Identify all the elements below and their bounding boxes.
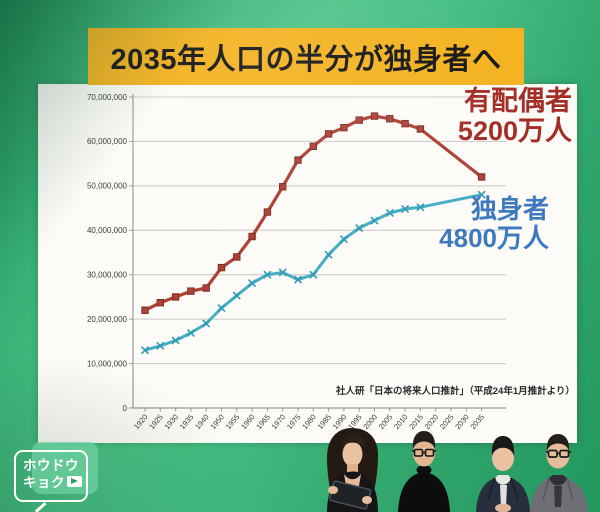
x-tick-label: 1965 bbox=[254, 413, 272, 432]
x-tick-label: 1990 bbox=[331, 413, 349, 432]
y-tick-label: 20,000,000 bbox=[87, 315, 128, 324]
y-tick-label: 30,000,000 bbox=[87, 271, 128, 280]
marker-square bbox=[416, 125, 425, 133]
married-annotation: 有配偶者 5200万人 bbox=[430, 86, 572, 146]
x-tick-label: 2015 bbox=[407, 413, 425, 432]
y-tick-label: 10,000,000 bbox=[87, 359, 128, 368]
marker-square bbox=[355, 116, 363, 124]
x-tick-label: 1980 bbox=[300, 413, 318, 432]
x-tick-label: 1985 bbox=[316, 413, 334, 432]
marker-x bbox=[156, 341, 165, 350]
marker-square bbox=[171, 293, 180, 301]
x-tick-label: 1935 bbox=[178, 413, 196, 432]
marker-x bbox=[309, 270, 318, 279]
headline-title: 2035年人口の半分が独身者へ bbox=[110, 43, 502, 76]
marker-square bbox=[141, 306, 149, 314]
glasses-icon bbox=[411, 448, 437, 457]
marker-x bbox=[370, 216, 379, 225]
marker-x bbox=[171, 336, 180, 345]
marker-x bbox=[293, 275, 303, 284]
x-tick-label: 2010 bbox=[392, 413, 410, 432]
headline-banner: 2035年人口の半分が独身者へ bbox=[88, 28, 524, 85]
logo-text-line2: キョク bbox=[23, 475, 65, 490]
video-camera-icon bbox=[67, 475, 82, 487]
marker-x bbox=[217, 303, 226, 313]
y-tick-label: 50,000,000 bbox=[87, 182, 128, 191]
x-tick-label: 1930 bbox=[163, 413, 181, 432]
marker-x bbox=[416, 203, 425, 212]
x-tick-label: 1960 bbox=[239, 413, 257, 432]
source-credit: 社人研「日本の将来人口推計」（平成24年1月推計より） bbox=[336, 386, 575, 397]
marker-square bbox=[324, 130, 333, 138]
logo-bubble-tail bbox=[34, 501, 47, 512]
marker-square bbox=[279, 183, 287, 191]
marker-x bbox=[186, 328, 195, 337]
x-tick-label: 1975 bbox=[285, 413, 303, 432]
marker-x bbox=[339, 235, 348, 244]
x-tick-label: 2035 bbox=[469, 413, 487, 432]
marker-x bbox=[202, 319, 211, 328]
x-tick-label: 1940 bbox=[193, 413, 211, 432]
marker-x bbox=[232, 291, 241, 300]
x-tick-label: 2000 bbox=[361, 413, 379, 432]
x-tick-label: 1955 bbox=[224, 413, 242, 432]
single-annotation: 独身者 4800万人 bbox=[425, 195, 549, 252]
marker-square bbox=[401, 119, 409, 128]
marker-x bbox=[278, 268, 287, 277]
population-line-chart: 0 10,000,000 20,000,000 30,000,000 40,000,00… bbox=[87, 93, 506, 432]
marker-square bbox=[217, 263, 226, 272]
marker-square bbox=[187, 287, 195, 295]
marker-square bbox=[202, 284, 210, 292]
marker-square bbox=[340, 123, 348, 132]
presenter-man-turtleneck-glasses bbox=[398, 431, 450, 512]
x-tick-label: 1970 bbox=[270, 413, 288, 432]
x-tick-label: 1950 bbox=[208, 413, 226, 432]
x-tick-label: 1920 bbox=[132, 413, 150, 432]
x-tick-label: 1995 bbox=[346, 413, 364, 432]
x-tick-label: 2025 bbox=[438, 413, 456, 432]
y-tick-label: 70,000,000 bbox=[87, 93, 128, 102]
marker-square bbox=[156, 299, 164, 307]
houdou-kyoku-logo: ホウドウ キョク bbox=[8, 440, 112, 512]
marker-square bbox=[294, 156, 302, 164]
marker-x bbox=[263, 270, 272, 279]
marker-x bbox=[355, 223, 364, 233]
logo-speech-bubble: ホウドウ キョク bbox=[14, 450, 88, 502]
marker-x bbox=[401, 204, 410, 214]
x-tick-label: 2020 bbox=[423, 413, 441, 432]
single-annotation-label: 独身者 bbox=[470, 194, 549, 224]
y-tick-label: 0 bbox=[123, 404, 128, 413]
y-tick-label: 60,000,000 bbox=[87, 137, 128, 146]
single-annotation-value: 4800万人 bbox=[439, 222, 549, 253]
married-annotation-label: 有配偶者 bbox=[464, 86, 572, 116]
marker-square bbox=[263, 208, 272, 216]
marker-square bbox=[386, 115, 394, 123]
x-tick-label: 1925 bbox=[147, 413, 165, 432]
marker-square bbox=[248, 232, 256, 241]
married-annotation-value: 5200万人 bbox=[457, 115, 572, 146]
marker-x bbox=[248, 279, 257, 288]
tablet bbox=[329, 480, 372, 510]
x-tick-label: 2030 bbox=[453, 413, 471, 432]
logo-text-line1: ホウドウ bbox=[23, 458, 79, 473]
marker-square bbox=[477, 173, 486, 181]
marker-x bbox=[385, 208, 394, 218]
marker-square bbox=[370, 112, 379, 120]
marker-square bbox=[233, 253, 241, 261]
x-tick-label: 2005 bbox=[377, 413, 395, 432]
chart-card: 0 10,000,000 20,000,000 30,000,000 40,000,00… bbox=[38, 84, 577, 443]
presenter-man-gray-suit-glasses bbox=[530, 434, 588, 512]
glasses-icon bbox=[545, 449, 572, 458]
marker-x bbox=[324, 250, 333, 259]
y-tick-label: 40,000,000 bbox=[87, 226, 128, 235]
presenter-man-navy-suit bbox=[476, 436, 530, 512]
marker-x bbox=[477, 190, 486, 199]
marker-x bbox=[140, 346, 150, 355]
marker-square bbox=[309, 142, 318, 151]
